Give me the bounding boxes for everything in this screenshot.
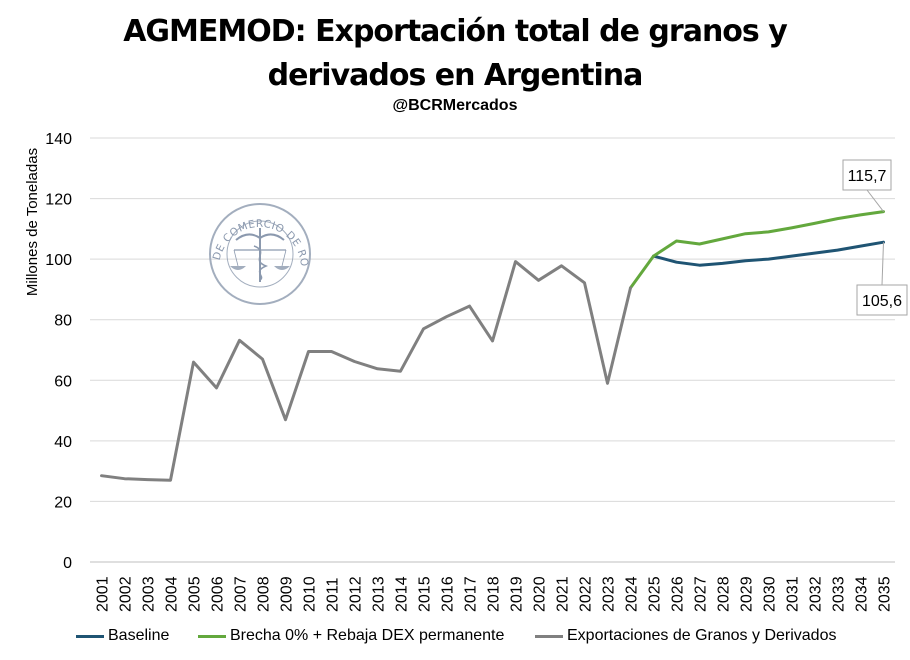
x-tick-label: 2026 xyxy=(670,576,687,612)
x-tick-label: 2018 xyxy=(486,576,503,612)
x-tick-label: 2017 xyxy=(463,576,480,612)
legend-item-exportaciones: Exportaciones de Granos y Derivados xyxy=(535,627,836,645)
x-tick-label: 2011 xyxy=(325,577,342,612)
y-tick-label: 60 xyxy=(54,373,72,390)
x-tick-label: 2033 xyxy=(831,576,848,612)
y-tick-label: 100 xyxy=(45,252,72,269)
x-tick-label: 2013 xyxy=(371,576,388,612)
x-tick-label: 2005 xyxy=(187,576,204,612)
chart-legend: Baseline Brecha 0% + Rebaja DEX permanen… xyxy=(0,627,910,649)
x-tick-label: 2003 xyxy=(141,576,158,612)
chart-subtitle: @BCRMercados xyxy=(392,97,518,114)
chart-title-line-2: derivados en Argentina xyxy=(267,58,644,93)
seal-snake xyxy=(253,245,269,281)
seal-wings xyxy=(235,233,285,241)
seal-scale-string-left xyxy=(233,249,239,267)
legend-swatch-brecha xyxy=(198,634,226,638)
seal-scale-pan-left xyxy=(230,266,246,270)
x-tick-label: 2035 xyxy=(877,576,894,612)
seal-inner-ring xyxy=(226,220,294,288)
x-tick-label: 2030 xyxy=(762,576,779,612)
series-line-brecha xyxy=(629,210,885,290)
x-tick-label: 2014 xyxy=(394,576,411,612)
seal-scale-string-right xyxy=(281,249,287,267)
y-tick-label: 80 xyxy=(54,313,72,330)
legend-item-baseline: Baseline xyxy=(76,627,169,645)
x-tick-label: 2008 xyxy=(256,576,273,612)
x-tick-label: 2027 xyxy=(693,576,710,612)
x-tick-label: 2031 xyxy=(785,576,802,612)
annotation-leader-line xyxy=(866,189,884,212)
x-tick-label: 2004 xyxy=(164,576,181,612)
series-line-baseline xyxy=(652,240,885,267)
x-tick-label: 2029 xyxy=(739,576,756,612)
annotation-box xyxy=(842,159,892,191)
data-label: 105,6 xyxy=(862,293,902,310)
y-tick-label: 40 xyxy=(54,434,72,451)
x-tick-label: 2025 xyxy=(647,576,664,612)
y-tick-label: 140 xyxy=(45,131,72,148)
x-tick-label: 2010 xyxy=(302,576,319,612)
y-tick-label: 20 xyxy=(54,494,72,511)
x-tick-label: 2006 xyxy=(210,576,227,612)
data-label: 115,7 xyxy=(848,168,887,185)
annotation-box xyxy=(856,284,908,316)
legend-swatch-baseline xyxy=(76,634,104,638)
y-tick-label: 120 xyxy=(45,192,72,209)
x-tick-label: 2021 xyxy=(555,576,572,612)
x-tick-label: 2016 xyxy=(440,576,457,612)
x-tick-label: 2020 xyxy=(532,576,549,612)
x-tick-label: 2019 xyxy=(509,576,526,612)
annotation-leader-line xyxy=(881,242,884,286)
x-tick-label: 2024 xyxy=(624,576,641,612)
legend-swatch-exportaciones xyxy=(535,634,563,638)
x-tick-label: 2015 xyxy=(417,576,434,612)
x-tick-label: 2002 xyxy=(118,576,135,612)
series-line-exportaciones xyxy=(100,260,632,482)
x-tick-label: 2028 xyxy=(716,576,733,612)
seal-scale-pan-right xyxy=(274,266,290,270)
x-tick-label: 2007 xyxy=(233,576,250,612)
legend-item-brecha: Brecha 0% + Rebaja DEX permanente xyxy=(198,627,504,645)
x-tick-label: 2012 xyxy=(348,576,365,612)
seal-outer-ring xyxy=(209,203,311,305)
legend-label-exportaciones: Exportaciones de Granos y Derivados xyxy=(567,627,837,644)
x-tick-label: 2032 xyxy=(808,576,825,612)
chart-title-line-1: AGMEMOD: Exportación total de granos y xyxy=(123,14,788,49)
legend-label-baseline: Baseline xyxy=(108,627,170,644)
y-axis-title: Millones de Toneladas xyxy=(24,148,41,296)
x-tick-label: 2009 xyxy=(279,576,296,612)
y-tick-label: 0 xyxy=(63,555,72,572)
x-tick-label: 2022 xyxy=(578,576,595,612)
x-tick-label: 2001 xyxy=(95,576,112,612)
x-tick-label: 2034 xyxy=(854,576,871,612)
x-tick-label: 2023 xyxy=(601,576,618,612)
legend-label-brecha: Brecha 0% + Rebaja DEX permanente xyxy=(230,627,505,644)
